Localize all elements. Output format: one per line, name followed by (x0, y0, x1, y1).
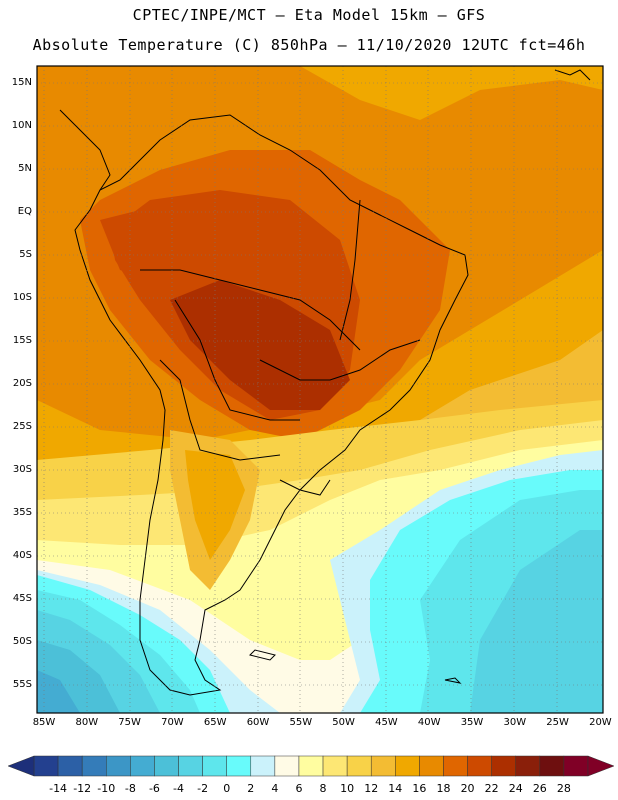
lat-label: 5S (19, 249, 32, 260)
lon-label: 85W (32, 717, 56, 728)
lon-label: 60W (246, 717, 270, 728)
colorbar-label: 26 (532, 782, 547, 795)
colorbar-label: 4 (271, 782, 279, 795)
colorbar-swatch (57, 755, 83, 777)
lon-label: 55W (289, 717, 313, 728)
lon-label: 70W (161, 717, 184, 728)
colorbar-swatch (250, 755, 276, 777)
colorbar-swatch (370, 755, 396, 777)
colorbar-label: 12 (364, 782, 379, 795)
lon-label: 25W (546, 717, 569, 728)
colorbar-low-arrow (7, 755, 35, 777)
colorbar (7, 755, 615, 777)
lat-label: 40S (12, 550, 32, 561)
colorbar-swatch (202, 755, 227, 777)
lat-label: EQ (17, 206, 32, 217)
colorbar-label: 22 (484, 782, 499, 795)
lon-label: 45W (375, 717, 398, 728)
colorbar-swatch (33, 755, 59, 777)
lat-label: 5N (18, 163, 32, 174)
colorbar-swatch (443, 755, 468, 777)
colorbar-swatch (346, 755, 372, 777)
lon-label: 80W (75, 717, 99, 728)
lat-label: 30S (12, 464, 32, 475)
lon-label: 50W (332, 717, 355, 728)
chart-title-line-1: CPTEC/INPE/MCT – Eta Model 15km – GFS (132, 6, 486, 24)
colorbar-swatch (178, 755, 203, 777)
lon-label: 65W (203, 717, 227, 728)
lon-label: 30W (503, 717, 527, 728)
colorbar-label: 20 (460, 782, 475, 795)
colorbar-label: -14 (49, 782, 68, 795)
chart-title-line-2: Absolute Temperature (C) 850hPa – 11/10/… (32, 36, 586, 54)
colorbar-label: -8 (124, 782, 136, 795)
colorbar-swatch (563, 755, 589, 777)
colorbar-swatch (419, 755, 444, 777)
lat-label: 10S (12, 292, 32, 303)
lat-label: 20S (12, 378, 32, 389)
lon-label: 40W (417, 717, 441, 728)
lat-label: 15N (11, 77, 32, 88)
colorbar-label: 6 (295, 782, 303, 795)
map-frame (36, 65, 604, 714)
colorbar-label: 18 (436, 782, 451, 795)
colorbar-label: -12 (73, 782, 92, 795)
colorbar-label: 28 (556, 782, 571, 795)
colorbar-swatch (106, 755, 131, 777)
colorbar-swatch (395, 755, 420, 777)
colorbar-swatch (81, 755, 107, 777)
lon-label: 75W (118, 717, 141, 728)
colorbar-label: 16 (412, 782, 427, 795)
colorbar-swatch (154, 755, 179, 777)
lat-label: 55S (12, 679, 32, 690)
temperature-field (37, 66, 603, 713)
colorbar-swatch (515, 755, 541, 777)
colorbar-label: 24 (508, 782, 523, 795)
colorbar-label: -2 (197, 782, 209, 795)
lat-label: 35S (12, 507, 32, 518)
colorbar-label: -4 (173, 782, 184, 795)
lat-label: 50S (12, 636, 32, 647)
colorbar-label: 2 (247, 782, 255, 795)
colorbar-swatch (322, 755, 348, 777)
lat-label: 15S (12, 335, 32, 346)
colorbar-swatch (298, 755, 324, 777)
colorbar-swatch (274, 755, 300, 777)
colorbar-swatch (491, 755, 516, 777)
colorbar-label: 10 (340, 782, 355, 795)
colorbar-label: -6 (148, 782, 160, 795)
lon-label: 20W (589, 717, 612, 728)
lat-label: 25S (12, 421, 32, 432)
colorbar-label: 8 (319, 782, 327, 795)
lon-label: 35W (460, 717, 484, 728)
colorbar-high-arrow (587, 755, 615, 777)
colorbar-swatch (226, 755, 252, 777)
colorbar-swatch (539, 755, 565, 777)
coastlines (59, 69, 591, 696)
colorbar-swatch (467, 755, 492, 777)
lat-label: 45S (12, 593, 32, 604)
lat-label: 10N (11, 120, 32, 131)
colorbar-label: -10 (97, 782, 116, 795)
colorbar-label: 0 (223, 782, 231, 795)
colorbar-label: 14 (388, 782, 403, 795)
colorbar-swatch (130, 755, 155, 777)
